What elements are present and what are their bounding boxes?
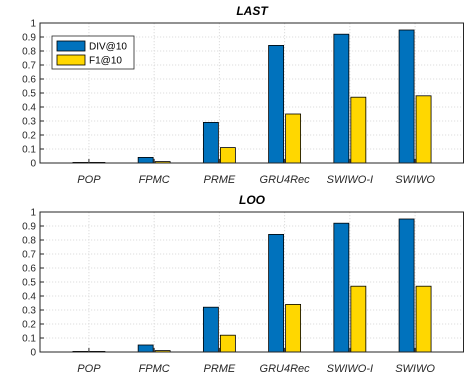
y-tick-label: 0.1 <box>22 145 36 156</box>
y-tick-label: 0.3 <box>22 306 36 317</box>
y-tick-label: 0.3 <box>22 117 36 128</box>
category-label: FPMC <box>139 174 170 186</box>
y-tick-label: 0.9 <box>22 222 36 233</box>
bar-f110 <box>350 96 367 164</box>
category-label: SWIWO <box>395 174 435 186</box>
y-tick-label: 0.7 <box>22 61 36 72</box>
category-label: PRME <box>203 363 235 375</box>
category-label: POP <box>77 363 101 375</box>
chart-title: LAST <box>236 4 269 18</box>
legend: DIV@10 F1@10 <box>51 35 135 70</box>
chart-loo: LOO 0 0.1 0.2 0.3 0.4 0.5 0.6 0.7 0.8 0.9 1 POP FPMC… <box>22 193 464 375</box>
y-tick-label: 1 <box>30 19 36 30</box>
category-label: PRME <box>203 174 235 186</box>
y-tick-label: 0.7 <box>22 250 36 261</box>
bar-div10 <box>202 306 219 353</box>
y-tick-label: 0.2 <box>22 320 36 331</box>
legend-swatch <box>56 40 86 52</box>
y-tick-label: 0.2 <box>22 131 36 142</box>
bar-div10 <box>137 344 154 353</box>
chart-last: LAST 0 0.1 0.2 0.3 0.4 0.5 0.6 0.7 0.8 0.9 1 POP FPM… <box>22 4 464 186</box>
y-tick-label: 0.8 <box>22 236 36 247</box>
bar-div10 <box>398 218 415 353</box>
bar-f110 <box>415 285 432 353</box>
bar-f110 <box>415 95 432 164</box>
bar-f110 <box>219 334 236 353</box>
bar-div10 <box>137 156 154 164</box>
bar-f110 <box>219 147 236 164</box>
bar-div10 <box>398 29 415 164</box>
y-tick-label: 0.5 <box>22 278 36 289</box>
y-tick-label: 0.8 <box>22 47 36 58</box>
y-tick-label: 0.1 <box>22 334 36 345</box>
bar-div10 <box>333 33 350 164</box>
legend-label: F1@10 <box>89 56 122 67</box>
bar-f110 <box>285 113 302 164</box>
y-tick-label: 0 <box>30 348 36 359</box>
y-tick-label: 0.9 <box>22 33 36 44</box>
category-label: GRU4Rec <box>260 174 311 186</box>
legend-label: DIV@10 <box>89 42 127 53</box>
legend-swatch <box>56 54 86 66</box>
bar-div10 <box>202 122 219 164</box>
category-label: GRU4Rec <box>260 363 311 375</box>
bar-f110 <box>350 285 367 353</box>
y-tick-label: 0 <box>30 159 36 170</box>
y-tick-label: 0.6 <box>22 264 36 275</box>
y-tick-label: 0.6 <box>22 75 36 86</box>
y-tick-label: 0.4 <box>22 103 36 114</box>
y-tick-label: 0.4 <box>22 292 36 303</box>
y-tick-label: 0.5 <box>22 89 36 100</box>
category-label: FPMC <box>139 363 170 375</box>
bar-div10 <box>268 233 285 353</box>
category-label: SWIWO-I <box>327 174 373 186</box>
bar-div10 <box>333 222 350 353</box>
category-label: POP <box>77 174 101 186</box>
bar-div10 <box>268 45 285 164</box>
category-label: SWIWO-I <box>327 363 373 375</box>
y-tick-label: 1 <box>30 208 36 219</box>
category-label: SWIWO <box>395 363 435 375</box>
chart-title: LOO <box>239 193 266 207</box>
bar-f110 <box>285 303 302 353</box>
